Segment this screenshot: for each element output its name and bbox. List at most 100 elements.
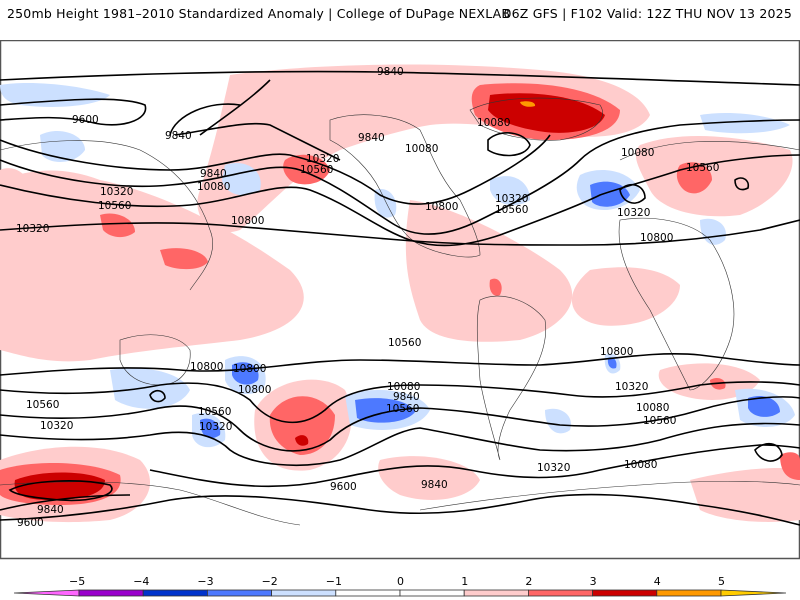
colorbar-tick-label: 2: [525, 575, 532, 588]
chart-title: 250mb Height 1981–2010 Standardized Anom…: [7, 6, 511, 21]
colorbar-tick-label: −2: [262, 575, 278, 588]
colorbar-tick-label: −5: [69, 575, 85, 588]
colorbar-bin: [720, 589, 787, 597]
colorbar-bin: [271, 589, 337, 597]
contour-10320-na: [0, 119, 800, 235]
contour-aus-low: [149, 389, 166, 403]
anomaly-positive-2: [269, 396, 335, 455]
contour-label: 10080: [387, 381, 420, 393]
colorbar-tick-label: 0: [397, 575, 404, 588]
anomaly-negative-1: [374, 189, 397, 218]
contour-label: 9840: [377, 66, 404, 78]
colorbar-tick-labels: −5 −4 −3 −2 −1 0 1 2 3 4 5: [69, 575, 725, 588]
anomaly-negative-1: [545, 408, 571, 434]
contour-label: 9600: [330, 481, 357, 493]
colorbar-bin: [399, 589, 465, 597]
contour-label: 10080: [624, 459, 657, 471]
model-run-info: 06Z GFS | F102 Valid: 12Z THU NOV 13 202…: [503, 6, 792, 21]
anomaly-positive-1: [658, 363, 760, 400]
anomaly-negative-2: [607, 357, 617, 369]
contour-label: 10560: [98, 200, 131, 212]
colorbar-tick-label: 3: [590, 575, 597, 588]
coastline-south-america: [476, 295, 547, 461]
colorbar-tick-label: −3: [197, 575, 213, 588]
contour-label: 10080: [477, 117, 510, 129]
colorbar-bin: [13, 589, 80, 597]
anomaly-negative-2: [748, 395, 780, 417]
contour-asia-low: [734, 177, 750, 191]
contour-label: 9840: [165, 130, 192, 142]
contour-label: 9600: [17, 517, 44, 529]
contour-label: 10800: [231, 215, 264, 227]
colorbar-bin: [206, 589, 272, 597]
contour-label: 10800: [425, 201, 458, 213]
contour-label: 10080: [636, 402, 669, 414]
contour-10080-na: [0, 134, 551, 205]
contour-label: 10320: [16, 223, 49, 235]
anomaly-shading-strong: [0, 83, 800, 505]
contour-label: 10560: [643, 415, 676, 427]
contour-label: 10560: [300, 164, 333, 176]
contour-hudson-low: [487, 132, 531, 157]
anomaly-negative-1: [490, 176, 530, 206]
anomaly-negative-1: [700, 113, 790, 134]
anomaly-negative-1: [40, 130, 85, 162]
contour-label: 9840: [200, 168, 227, 180]
contour-label: 10320: [615, 381, 648, 393]
contour-label: 10800: [233, 363, 266, 375]
anomaly-positive-3: [488, 93, 605, 133]
contour-9840-alaska: [174, 122, 341, 161]
anomaly-negative-1: [110, 368, 190, 409]
contour-9840-north: [0, 70, 800, 86]
contour-label: 10320: [40, 420, 73, 432]
contour-label: 10800: [190, 361, 223, 373]
colorbar-tick-label: 5: [718, 575, 725, 588]
contour-label: 10800: [238, 384, 271, 396]
colorbar-bin: [78, 589, 144, 597]
contour-label: 10800: [640, 232, 673, 244]
contour-label: 10560: [198, 406, 231, 418]
coastline-europe-asia: [0, 140, 800, 291]
contour-10320-south: [0, 396, 800, 452]
contour-label: 10320: [617, 207, 650, 219]
contour-label: 10320: [495, 193, 528, 205]
colorbar-bin: [142, 589, 208, 597]
contour-10560-na: [0, 154, 800, 247]
contour-label: 10560: [386, 403, 419, 415]
anomaly-negative-1: [0, 83, 110, 107]
colorbar-tick-label: 1: [461, 575, 468, 588]
anomaly-positive-1: [571, 267, 680, 326]
contour-label: 10320: [199, 421, 232, 433]
anomaly-positive-2: [676, 162, 712, 194]
anomaly-positive-3: [14, 472, 105, 500]
contour-label: 10080: [197, 181, 230, 193]
coastline-greenland: [469, 97, 603, 141]
coastline-africa: [618, 217, 735, 391]
contour-label: 10320: [306, 153, 339, 165]
contour-label: 9600: [72, 114, 99, 126]
height-contours: [0, 70, 800, 526]
contour-9840-south: [0, 444, 800, 511]
colorbar-tick-label: −1: [326, 575, 342, 588]
contour-label: 10560: [26, 399, 59, 411]
colorbar-bin: [335, 589, 401, 597]
anomaly-positive-4: [520, 101, 536, 107]
contour-label: 10560: [495, 204, 528, 216]
colorbar: −5 −4 −3 −2 −1 0 1 2 3 4 5: [13, 575, 787, 597]
anomaly-shading-negative: [0, 83, 795, 448]
contour-label: 10800: [600, 346, 633, 358]
contour-label: 10560: [686, 162, 719, 174]
anomaly-positive-2: [780, 452, 800, 480]
contour-label: 10320: [537, 462, 570, 474]
colorbar-bins: [13, 589, 787, 597]
contour-label: 10560: [388, 337, 421, 349]
anomaly-positive-2: [160, 248, 208, 270]
coastline-australia: [119, 334, 191, 386]
contour-label: 9840: [358, 132, 385, 144]
colorbar-tick-label: −4: [133, 575, 149, 588]
colorbar-bin: [592, 589, 658, 597]
anomaly-positive-3: [295, 435, 309, 446]
coastline-north-america: [329, 114, 481, 258]
anomaly-map: 9840 9600 9840 9840 10080 10080 10080 10…: [0, 40, 800, 560]
coastlines: [0, 97, 800, 526]
